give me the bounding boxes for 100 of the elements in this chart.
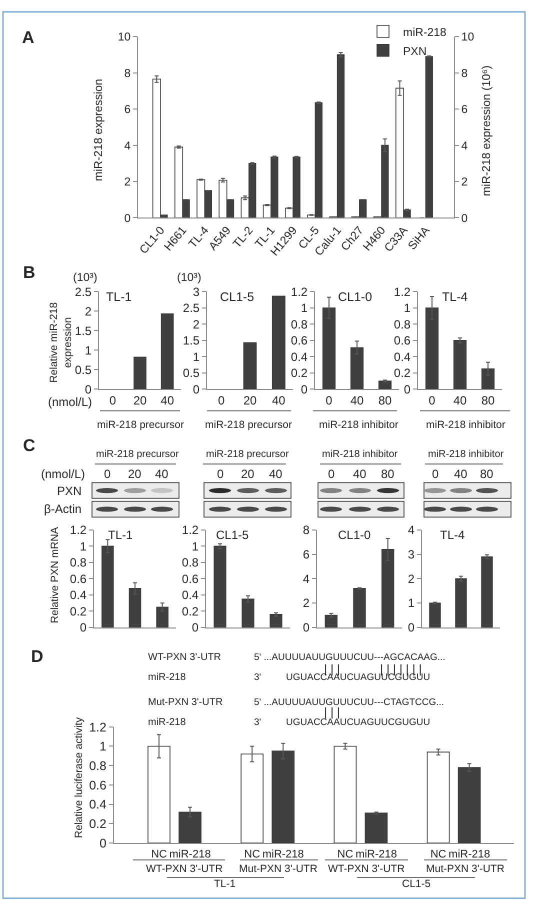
y-tick-label: 1.2 (70, 523, 87, 538)
text: Mut-PXN 3'-UTR (426, 863, 505, 875)
y-tick-label: 0.2 (89, 817, 107, 832)
y-tick-label: 3 (192, 284, 200, 299)
y2-axis-title: miR-218 expression (10⁶) (480, 65, 493, 196)
chart-title: TL-1 (108, 528, 133, 542)
y-tick-label: 3 (408, 547, 415, 562)
y-tick-label: 2.5 (182, 301, 200, 316)
text: (nmol/L) (41, 467, 86, 481)
y-tick-label: 0.4 (89, 798, 107, 812)
y-tick-label: 0.6 (290, 334, 308, 348)
annotation: UGUACCAAUCUAGUUCGUGUU (286, 717, 430, 728)
text: A (22, 28, 34, 47)
y-tick-label: 0.6 (182, 572, 199, 586)
y-tick-label: 8 (124, 68, 131, 80)
text: 3' (254, 672, 262, 683)
y-tick-label: 0.2 (394, 366, 411, 380)
y-tick-label: 0 (408, 620, 415, 635)
x-tick-label: 0 (428, 393, 436, 408)
text: WT-PXN 3'-UTR (328, 863, 406, 875)
y-tick-label: 2 (408, 572, 415, 586)
y2-tick-label: 6 (461, 104, 468, 116)
chart-title: TL-4 (442, 290, 468, 304)
y-tick-label: 1 (404, 301, 411, 316)
y-tick-label: 0.5 (74, 362, 92, 377)
y-tick-label: 1 (300, 301, 308, 316)
x-tick-label: 0 (109, 393, 116, 408)
text: miR-218 (148, 672, 186, 683)
x-tick-label: miR-218 (262, 848, 304, 860)
x-tick-label: NC (337, 848, 354, 860)
y-tick-label: 8 (302, 523, 310, 538)
text: Mut-PXN 3'-UTR (148, 697, 223, 708)
text: miR-218 precursor (97, 419, 184, 431)
y-tick-label: 0 (80, 620, 87, 635)
y-tick-label: 1 (100, 740, 107, 754)
text: 5' ...AUUUUAUUGUUUCUU---CTAGTCCG... (254, 697, 444, 708)
x-tick-label: NC (430, 848, 446, 860)
y-tick-label: 0 (404, 382, 411, 396)
y-tick-label: 0.4 (182, 588, 199, 602)
y-tick-label: 1.5 (74, 324, 92, 338)
y-tick-label: 4 (408, 523, 415, 538)
x-tick-label: 80 (481, 393, 495, 408)
y-tick-label: 0.4 (394, 350, 411, 364)
text: miR-218 inhibitor (428, 449, 504, 460)
chart-title: CL1-5 (220, 290, 254, 304)
y-tick-label: 1.2 (290, 284, 308, 299)
y-tick-label: 0.2 (182, 604, 199, 618)
text: 80 (480, 467, 494, 481)
text: C (23, 436, 36, 455)
x-tick-label: NC (151, 848, 167, 860)
legend-label: PXN (403, 46, 427, 58)
x-tick-label: miR-218 (448, 848, 490, 860)
x-tick-label: 0 (326, 393, 333, 408)
x-tick-label: 40 (350, 393, 364, 408)
chart-title: TL-4 (440, 528, 465, 542)
y-tick-label: 1.5 (182, 334, 200, 348)
text: TL-1 (214, 878, 236, 890)
text: 40 (269, 467, 283, 481)
y-tick-label: 1 (80, 539, 87, 554)
text: (10³) (177, 272, 202, 284)
y-tick-label: 0.4 (290, 350, 308, 364)
text: Mut-PXN 3'-UTR (239, 863, 318, 875)
y-tick-label: 6 (302, 547, 310, 562)
text: (10³) (73, 272, 98, 284)
text: WT-PXN 3'-UTR (148, 652, 222, 663)
text: miR-218 precursor (205, 419, 292, 431)
y-tick-label: 0.8 (182, 556, 199, 570)
y2-tick-label: 4 (461, 140, 468, 152)
text: CL1-5 (402, 878, 431, 890)
x-tick-label: 40 (160, 393, 174, 408)
y-tick-label: 0 (302, 620, 310, 635)
y-axis-title: Relative luciferase activity (72, 716, 85, 838)
y-tick-label: 0 (192, 382, 200, 396)
y-tick-label: 0 (300, 382, 308, 396)
x-tick-label: 40 (272, 393, 286, 408)
y-tick-label: 0 (192, 620, 199, 635)
y-tick-label: 6 (124, 104, 131, 116)
text: PXN (57, 484, 82, 498)
y-tick-label: 0.8 (394, 317, 411, 332)
y-tick-label: 2 (192, 317, 200, 332)
y-tick-label: 0.6 (89, 778, 107, 792)
y-tick-label: 0.8 (89, 758, 107, 773)
y-tick-label: 1.2 (89, 720, 107, 734)
y-tick-label: 1.2 (394, 284, 411, 299)
y-tick-label: 1 (84, 343, 92, 358)
x-tick-label: 40 (453, 393, 467, 408)
y-axis-title: Relative PXN mRNA (48, 526, 61, 624)
y-tick-label: 0.2 (70, 604, 87, 618)
text: B (23, 263, 36, 282)
y2-tick-label: 0 (461, 212, 468, 225)
text: 0 (328, 467, 335, 481)
annotation: 3' (254, 717, 262, 728)
y-tick-label: 2 (84, 304, 92, 318)
text: 40 (155, 467, 169, 481)
text: 0 (432, 467, 439, 481)
text: 5' ...AUUUUAUUGUUUCUU---AGCACAAG... (254, 652, 446, 663)
y-tick-label: 2 (302, 596, 310, 610)
y-tick-label: 0.5 (182, 366, 200, 380)
text: 20 (128, 467, 142, 481)
text: miR-218 inhibitor (322, 449, 398, 460)
